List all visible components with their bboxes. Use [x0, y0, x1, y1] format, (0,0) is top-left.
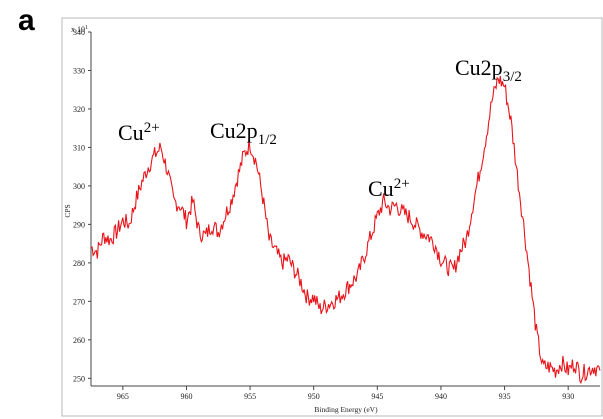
outer-border	[61, 17, 603, 417]
annotation-cu2plus-satellite-2: Cu2+	[368, 176, 410, 201]
y-tick-label: 260	[73, 336, 85, 345]
y-tick-label: 280	[73, 259, 85, 268]
y-tick-label: 300	[73, 182, 85, 191]
y-tick-label: 290	[73, 220, 85, 229]
y-tick-label: 330	[73, 66, 85, 75]
x-tick-label: 945	[371, 392, 383, 401]
x-tick-label: 935	[499, 392, 511, 401]
x-tick-label: 940	[435, 392, 447, 401]
y-tick-label: 270	[73, 297, 85, 306]
panel-label: a	[18, 4, 35, 37]
y-tick-label: 340	[73, 28, 85, 37]
x-tick-label: 965	[117, 392, 129, 401]
x-tick-label: 950	[308, 392, 320, 401]
y-tick-label: 310	[73, 143, 85, 152]
annotation-cu2p32: Cu2p3/2	[455, 55, 522, 85]
plot-frame	[61, 17, 603, 417]
series-line-cps	[90, 75, 601, 385]
x-tick-label: 955	[244, 392, 256, 401]
x-tick-label: 960	[180, 392, 192, 401]
y-multiplier-label: x 101	[71, 25, 88, 34]
x-axis-title: Binding Energy (eV)	[314, 405, 378, 414]
y-axis-title: CPS	[63, 204, 72, 217]
annotation-cu2p12: Cu2p1/2	[210, 118, 277, 148]
y-tick-label: 320	[73, 105, 85, 114]
x-tick-label: 930	[562, 392, 574, 401]
y-tick-label: 250	[73, 374, 85, 383]
annotation-cu2plus-satellite-1: Cu2+	[118, 120, 160, 145]
x-ticks: 965 960 955 950 945 940 935 930	[117, 386, 574, 401]
y-ticks: 250 260 270 280 290 300 310 320 330 340	[73, 28, 91, 383]
